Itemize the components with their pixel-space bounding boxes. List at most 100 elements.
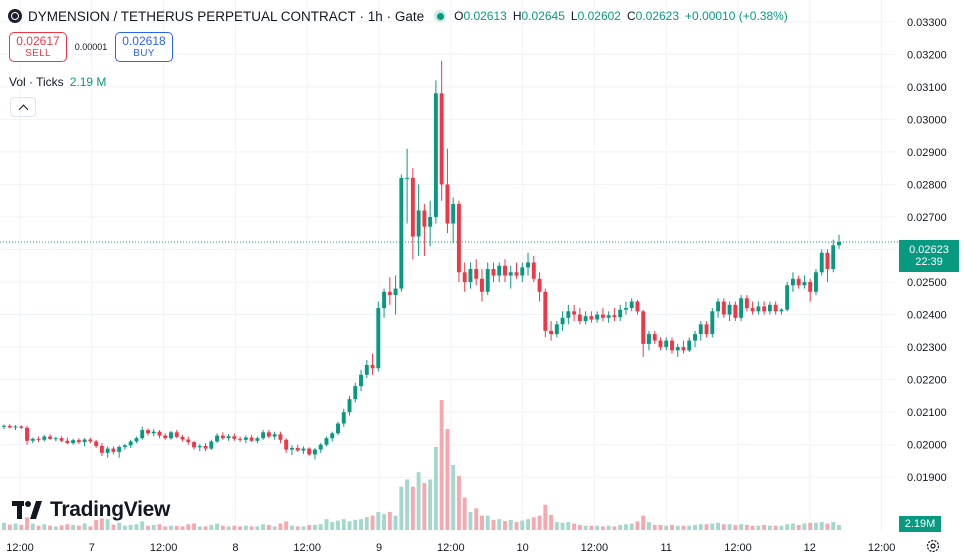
volume-bar <box>520 520 525 530</box>
buy-label: BUY <box>133 48 155 59</box>
volume-bar <box>364 517 369 530</box>
volume-bar <box>174 526 179 530</box>
candle-body <box>65 440 70 444</box>
volume-bar <box>514 522 519 530</box>
x-tick-label: 12:00 <box>581 542 609 554</box>
x-axis-labels: 12:00 7 12:00 8 12:00 9 12:00 10 12:00 11 12:00 12 1… <box>6 542 895 554</box>
candle-body <box>779 309 784 312</box>
chevron-up-icon[interactable] <box>10 97 36 117</box>
candle-body <box>226 436 231 439</box>
candle-body <box>387 291 392 296</box>
y-tick-label: 0.02200 <box>907 375 947 387</box>
sell-price: 0.02617 <box>16 34 60 48</box>
y-tick-label: 0.03100 <box>907 82 947 94</box>
volume-bars <box>2 400 841 530</box>
candle-body <box>808 282 813 292</box>
volume-bar <box>387 511 392 530</box>
volume-bar <box>808 522 813 530</box>
candle-body <box>503 265 507 276</box>
candle-body <box>238 438 243 440</box>
candle-body <box>53 438 58 440</box>
x-tick-label: 7 <box>89 542 95 554</box>
candle-body <box>117 446 122 452</box>
volume-bar <box>491 519 496 530</box>
volume-bar <box>710 523 715 530</box>
candle-body <box>370 364 375 369</box>
symbol-name[interactable]: DYMENSION / TETHERUS PERPETUAL CONTRACT <box>28 8 356 24</box>
exchange-label[interactable]: Gate <box>394 8 425 24</box>
candle-body <box>543 291 548 331</box>
candle-body <box>819 252 824 273</box>
volume-bar <box>163 526 168 530</box>
volume-bar <box>410 486 415 530</box>
volume-bar <box>301 526 306 530</box>
volume-bar <box>456 475 461 530</box>
candle-body <box>531 262 536 279</box>
candle-body <box>359 374 363 387</box>
volume-bar <box>278 523 283 530</box>
volume-bar <box>814 522 818 530</box>
candle-body <box>623 308 628 310</box>
candle-body <box>209 441 214 449</box>
volume-bar <box>428 479 433 530</box>
candle-body <box>704 324 709 335</box>
tradingview-logo[interactable]: TradingView <box>12 498 170 522</box>
candle-body <box>261 432 266 439</box>
candle-body <box>180 436 185 440</box>
sell-button[interactable]: 0.02617 SELL <box>9 32 67 62</box>
volume-bar <box>641 515 646 530</box>
candle-body <box>595 314 600 320</box>
candle-body <box>272 434 277 437</box>
candle-body <box>330 433 335 439</box>
logo-text: TradingView <box>50 498 171 521</box>
gear-icon[interactable] <box>925 538 941 554</box>
candle-body <box>307 448 312 455</box>
candle-body <box>744 298 749 309</box>
candle-body <box>382 291 387 309</box>
volume-bar <box>767 525 772 530</box>
y-tick-label: 0.02400 <box>907 310 947 322</box>
candle-body <box>658 340 663 348</box>
y-tick-label: 0.02700 <box>907 212 947 224</box>
change-value: +0.00010 (+0.38%) <box>685 9 788 23</box>
volume-bar <box>336 520 340 530</box>
volume-bar <box>393 515 398 530</box>
close-label: C <box>626 9 636 23</box>
candle-body <box>675 347 680 351</box>
candle-body <box>255 438 260 441</box>
volume-bar <box>612 526 617 530</box>
volume-bar <box>802 523 807 530</box>
header-separator: · <box>355 8 368 24</box>
interval-label[interactable]: 1h <box>367 8 383 24</box>
volume-bar <box>762 524 767 530</box>
candle-body <box>710 311 715 335</box>
candle-body <box>122 445 127 447</box>
candle-body <box>197 445 202 448</box>
volume-bar <box>7 524 12 530</box>
candle-body <box>134 438 139 442</box>
volume-bar <box>341 519 346 530</box>
volume-bar <box>59 525 64 530</box>
volume-bar <box>140 521 145 530</box>
volume-bar <box>451 465 456 530</box>
buy-button[interactable]: 0.02618 BUY <box>115 32 173 62</box>
candle-body <box>289 447 294 450</box>
y-tick-label: 0.02000 <box>907 440 947 452</box>
x-tick-label: 10 <box>516 542 528 554</box>
candle-body <box>42 436 47 440</box>
candle-body <box>105 448 110 453</box>
volume-bar <box>82 523 87 530</box>
candle-body <box>318 444 323 450</box>
candle-body <box>220 435 225 439</box>
candle-body <box>664 340 669 348</box>
volume-legend[interactable]: Vol · Ticks 2.19 M <box>9 75 106 89</box>
volume-bar <box>652 524 657 530</box>
volume-bar <box>485 515 490 530</box>
candle-body <box>750 308 755 312</box>
volume-bar <box>549 514 554 530</box>
volume-bar <box>647 522 651 530</box>
volume-bar <box>837 524 841 530</box>
volume-bar <box>474 508 479 530</box>
x-tick-label: 12:00 <box>293 542 321 554</box>
